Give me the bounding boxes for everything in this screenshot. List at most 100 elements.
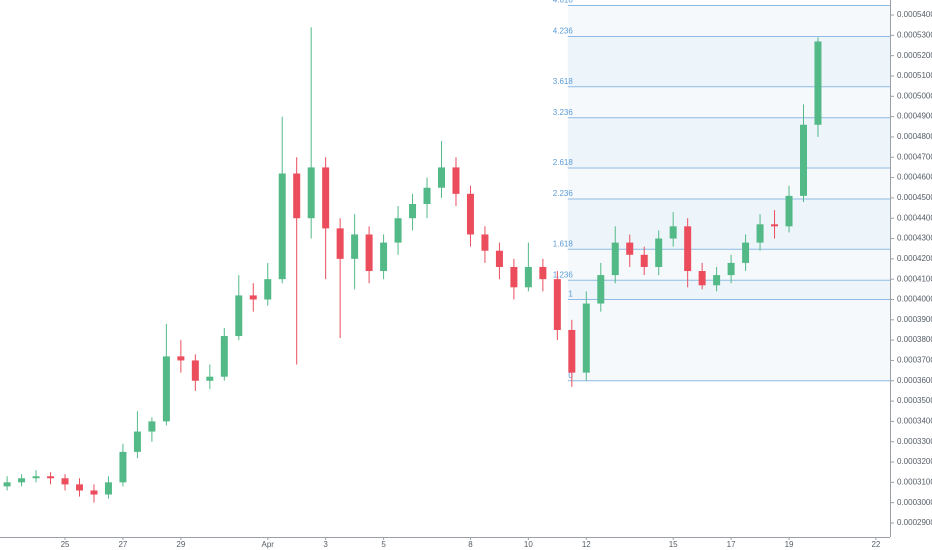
y-tick-label: 0.0004500	[897, 193, 932, 202]
candle-body	[18, 478, 26, 483]
candle-body	[177, 356, 185, 361]
candle-body	[713, 275, 721, 286]
fib-level-label: 3.236	[553, 108, 574, 117]
candle-body	[162, 356, 170, 422]
y-tick-label: 0.0004700	[897, 152, 932, 161]
fib-extension: 0 1 1.236 1.618 2.236 2.618 3.236 3.618 4.236 4.6…	[553, 0, 890, 382]
y-tick-label: 0.0004300	[897, 234, 932, 243]
fib-zone	[567, 86, 890, 118]
x-tick-label: 8	[468, 540, 473, 549]
candle-body	[438, 167, 445, 188]
fib-zone	[567, 117, 890, 168]
candle-body	[597, 275, 605, 304]
fib-level-label: 2.618	[553, 158, 574, 167]
x-tick-label: 12	[582, 540, 591, 549]
fib-zone	[567, 299, 890, 381]
candle-body	[336, 228, 344, 259]
candle-body	[539, 266, 547, 280]
fib-level-label: 3.618	[553, 77, 574, 86]
fib-zone	[567, 36, 890, 87]
candle-body	[148, 421, 156, 432]
candle-body	[742, 242, 750, 263]
candle-body	[394, 218, 402, 243]
fib-level-label: 0	[568, 371, 573, 380]
candle-body	[684, 226, 692, 272]
candle-body	[206, 376, 214, 381]
candle-body	[32, 476, 40, 479]
candle-body	[220, 336, 228, 377]
candle-body	[524, 266, 532, 288]
candle-body	[814, 41, 822, 125]
y-tick-label: 0.0005100	[897, 71, 932, 80]
candle-body	[423, 187, 431, 204]
y-tick-label: 0.0003900	[897, 315, 932, 324]
candle-body	[3, 482, 11, 487]
y-tick-label: 0.0003700	[897, 356, 932, 365]
candle-body	[104, 482, 112, 495]
candle-body	[264, 279, 272, 300]
candle-body	[307, 167, 315, 219]
candle-body	[133, 431, 141, 452]
candle-body	[611, 242, 619, 276]
x-tick-label: 29	[176, 540, 185, 549]
candle-body	[669, 226, 677, 239]
candle-body	[119, 451, 127, 483]
x-tick-label: Apr	[262, 540, 275, 549]
candle-body	[351, 234, 359, 259]
fib-level-label: 1.236	[553, 270, 574, 279]
candle-body	[90, 490, 98, 495]
y-tick-label: 0.0005200	[897, 51, 932, 60]
candle-body	[800, 124, 807, 196]
candle-body	[756, 224, 764, 243]
y-tick-label: 0.0004400	[897, 213, 932, 222]
candle-body	[785, 195, 793, 227]
fib-level-label: 4.618	[553, 0, 574, 5]
y-tick-label: 0.0003800	[897, 335, 932, 344]
candle-body	[76, 484, 83, 491]
fib-zone	[567, 5, 890, 37]
candle-body	[61, 478, 69, 485]
y-tick-label: 0.0005400	[897, 10, 932, 19]
fib-level-label: 2.236	[553, 189, 574, 198]
fib-zone	[567, 199, 890, 250]
x-tick-label: 10	[524, 540, 533, 549]
candle-body	[365, 234, 373, 272]
candle-body	[553, 279, 561, 330]
candle-body	[278, 173, 286, 280]
candle-body	[47, 476, 55, 479]
candle-body	[293, 173, 301, 219]
y-tick-label: 0.0004900	[897, 112, 932, 121]
candle-body	[626, 242, 634, 255]
candle-body	[191, 360, 199, 381]
x-tick-label: 19	[785, 540, 794, 549]
x-tick-label: 5	[381, 540, 386, 549]
candle-body	[495, 250, 503, 267]
candle-body	[235, 295, 243, 337]
fib-level-label: 1	[568, 290, 573, 299]
candles	[3, 27, 822, 503]
candle-body	[322, 167, 330, 229]
candle-body	[380, 242, 388, 272]
y-tick-label: 0.0003600	[897, 376, 932, 385]
candle-body	[727, 262, 735, 276]
fib-zone	[567, 167, 890, 200]
axes: 0.0002900 0.0003000 0.0003100 0.0003200 0.00…	[61, 10, 932, 549]
candle-body	[582, 303, 590, 373]
x-tick-label: 25	[61, 540, 70, 549]
candle-body	[771, 224, 779, 227]
candle-body	[481, 234, 489, 251]
fib-level-label: 1.618	[553, 239, 574, 248]
y-tick-label: 0.0003500	[897, 396, 932, 405]
x-tick-label: 22	[871, 540, 880, 549]
x-tick-label: 27	[118, 540, 127, 549]
candle-body	[510, 266, 518, 288]
x-tick-label: 15	[669, 540, 678, 549]
y-tick-label: 0.0003300	[897, 437, 932, 446]
candle-body	[698, 271, 706, 286]
y-tick-label: 0.0003100	[897, 477, 932, 486]
fib-level-label: 4.236	[553, 27, 574, 36]
x-tick-label: 3	[323, 540, 328, 549]
y-tick-label: 0.0004100	[897, 274, 932, 283]
